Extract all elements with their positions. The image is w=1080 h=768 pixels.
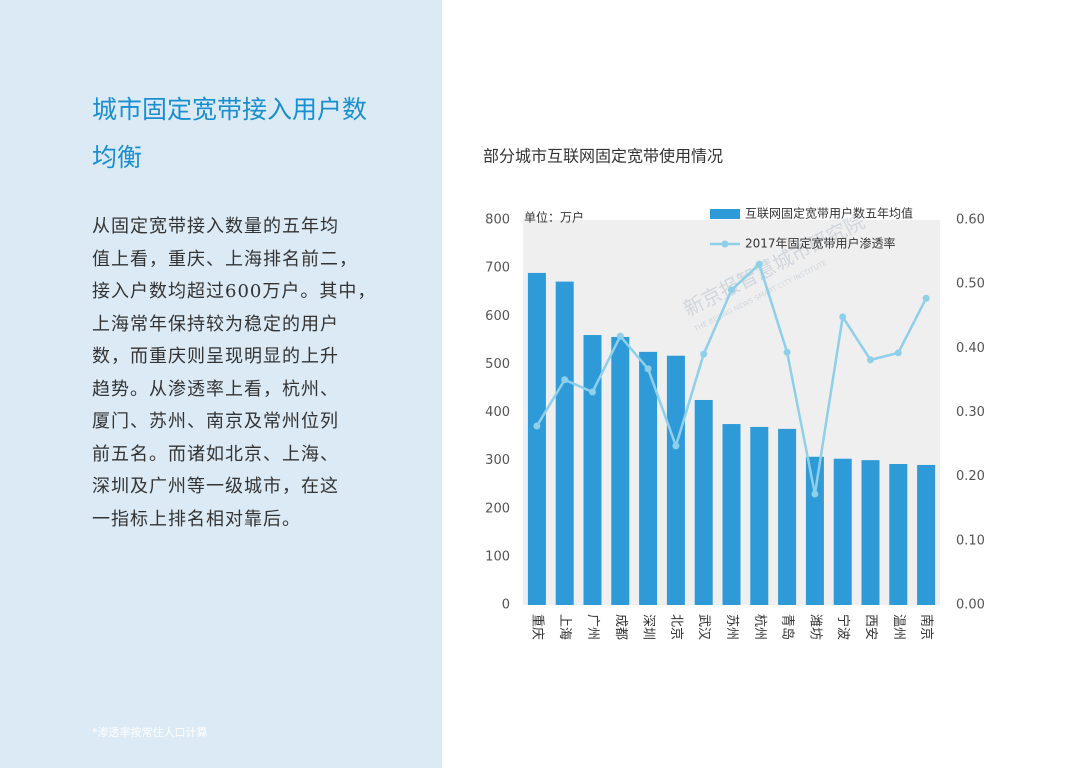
body-text: 厦门、苏州、南京及常州位列 — [92, 411, 339, 432]
bar — [750, 426, 769, 605]
chart-title: 部分城市互联网固定宽带使用情况 — [483, 147, 723, 166]
y-tick-label: 100 — [485, 549, 510, 564]
x-tick-label: 北京 — [668, 614, 683, 640]
line-point — [755, 260, 763, 268]
y2-tick-label: 0.60 — [956, 213, 985, 228]
y-tick-label: 500 — [485, 357, 510, 372]
x-tick-label: 宁波 — [835, 614, 851, 640]
line-point — [783, 348, 791, 356]
x-tick-label: 重庆 — [529, 614, 545, 640]
line-point — [728, 286, 735, 294]
bar — [666, 355, 685, 605]
section-title: 均衡 — [92, 143, 143, 172]
line-point — [589, 388, 596, 396]
body-text: 前五名。而诸如北京、上海、 — [92, 443, 339, 465]
section-title: 城市固定宽带接入用户数 — [92, 95, 368, 124]
x-tick-label: 温州 — [891, 614, 906, 640]
x-tick-label: 西安 — [863, 614, 878, 640]
x-tick-label: 上海 — [557, 614, 572, 640]
footnote: *渗透率按常住人口计算 — [92, 726, 208, 739]
x-tick-label: 潍坊 — [807, 614, 822, 640]
bar — [694, 399, 713, 605]
body-text: 从固定宽带接入数量的五年均 — [92, 216, 339, 237]
x-tick-label: 青岛 — [780, 614, 796, 640]
x-tick-label: 成都 — [613, 614, 628, 640]
unit-label: 单位：万户 — [524, 210, 584, 225]
legend-label: 2017年固定宽带用户渗透率 — [745, 236, 896, 251]
bar — [805, 456, 824, 605]
bar — [861, 460, 880, 605]
y2-tick-label: 0.40 — [956, 341, 985, 356]
x-tick-label: 广州 — [585, 614, 600, 640]
body-text: 深圳及广州等一级城市，在这 — [92, 476, 339, 497]
y2-tick-label: 0.20 — [956, 469, 985, 484]
bar — [833, 458, 852, 605]
bar — [778, 428, 797, 605]
bar — [527, 272, 546, 605]
bar — [611, 336, 630, 605]
legend-swatch — [721, 240, 729, 248]
y2-tick-label: 0.50 — [956, 277, 985, 292]
x-tick-label: 武汉 — [696, 614, 711, 640]
line-point — [616, 332, 624, 340]
y-tick-label: 600 — [485, 309, 510, 324]
body-text: 值上看，重庆、上海排名前二， — [92, 248, 358, 270]
legend-label: 互联网固定宽带用户数五年均值 — [745, 206, 913, 221]
x-tick-label: 杭州 — [752, 614, 767, 640]
y-tick-label: 200 — [485, 501, 510, 516]
bar — [917, 464, 936, 605]
line-point — [561, 376, 569, 384]
legend-swatch — [710, 209, 740, 219]
x-tick-label: 苏州 — [724, 614, 740, 640]
x-tick-label: 深圳 — [641, 614, 656, 640]
line-point — [894, 349, 902, 357]
body-text: 趋势。从渗透率上看，杭州、 — [92, 378, 339, 400]
y2-tick-label: 0.30 — [956, 405, 985, 420]
bar — [722, 424, 741, 605]
text-panel: 城市固定宽带接入用户数 均衡从固定宽带接入数量的五年均 值上看，重庆、上海排名前二，… — [0, 0, 442, 768]
x-tick-label: 南京 — [919, 614, 935, 640]
bar — [583, 335, 602, 605]
line-point — [533, 422, 541, 430]
y-tick-label: 700 — [485, 261, 510, 276]
line-point — [867, 356, 874, 364]
line-point — [644, 365, 652, 373]
line-point — [700, 350, 708, 358]
line-point — [811, 490, 819, 498]
y2-tick-label: 0.10 — [956, 533, 985, 548]
line-point — [672, 442, 680, 450]
line-point — [922, 294, 930, 302]
line-point — [839, 313, 847, 321]
body-text: 一指标上排名相对靠后。 — [92, 508, 301, 530]
bar — [639, 351, 658, 605]
y-tick-label: 300 — [485, 453, 510, 468]
body-text: 数，而重庆则呈现明显的上升 — [92, 346, 339, 367]
y-tick-label: 400 — [485, 405, 510, 420]
y-tick-label: 0 — [502, 598, 510, 613]
y-tick-label: 800 — [485, 213, 510, 228]
bar — [889, 463, 908, 605]
y2-tick-label: 0.00 — [956, 598, 985, 613]
body-text: 上海常年保持较为稳定的用户 — [92, 313, 339, 335]
body-text: 接入户数均超过600万户。其中， — [92, 281, 377, 302]
bar — [555, 281, 574, 605]
